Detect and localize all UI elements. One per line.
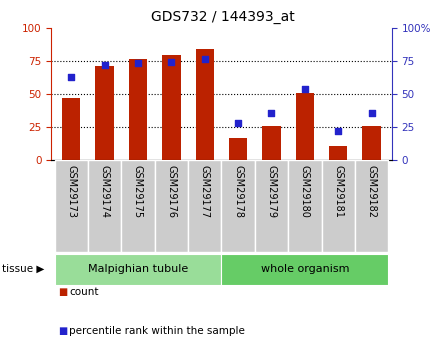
- Point: [335, 128, 342, 134]
- Point: [68, 74, 75, 79]
- Bar: [188, 160, 222, 252]
- Text: ■: ■: [58, 326, 67, 336]
- Text: ■: ■: [58, 287, 67, 296]
- Point: [101, 62, 108, 68]
- Bar: [222, 160, 255, 252]
- Bar: [62, 98, 81, 160]
- Bar: [322, 160, 355, 252]
- Text: GSM29174: GSM29174: [100, 165, 109, 218]
- Bar: [88, 160, 121, 252]
- Bar: [121, 160, 155, 252]
- Point: [268, 110, 275, 115]
- Bar: [55, 254, 222, 285]
- Bar: [262, 126, 281, 160]
- Text: GSM29181: GSM29181: [333, 165, 343, 218]
- Bar: [355, 160, 388, 252]
- Bar: [129, 59, 147, 160]
- Text: GSM29176: GSM29176: [166, 165, 176, 218]
- Bar: [155, 160, 188, 252]
- Point: [368, 110, 375, 115]
- Text: GDS732 / 144393_at: GDS732 / 144393_at: [150, 10, 295, 24]
- Bar: [362, 126, 381, 160]
- Bar: [95, 66, 114, 160]
- Point: [134, 61, 142, 66]
- Text: whole organism: whole organism: [261, 264, 349, 274]
- Text: tissue ▶: tissue ▶: [2, 264, 44, 274]
- Point: [201, 57, 208, 62]
- Text: count: count: [69, 287, 98, 296]
- Text: GSM29182: GSM29182: [367, 165, 376, 218]
- Bar: [295, 93, 314, 160]
- Text: GSM29180: GSM29180: [300, 165, 310, 218]
- Text: GSM29175: GSM29175: [133, 165, 143, 218]
- Point: [168, 59, 175, 65]
- Text: GSM29179: GSM29179: [267, 165, 276, 218]
- Bar: [195, 49, 214, 160]
- Text: Malpighian tubule: Malpighian tubule: [88, 264, 188, 274]
- Point: [235, 120, 242, 126]
- Text: GSM29178: GSM29178: [233, 165, 243, 218]
- Bar: [222, 254, 388, 285]
- Bar: [55, 160, 88, 252]
- Bar: [255, 160, 288, 252]
- Bar: [288, 160, 322, 252]
- Point: [301, 86, 308, 91]
- Bar: [329, 146, 348, 160]
- Bar: [229, 138, 247, 160]
- Text: percentile rank within the sample: percentile rank within the sample: [69, 326, 245, 336]
- Text: GSM29173: GSM29173: [66, 165, 76, 218]
- Text: GSM29177: GSM29177: [200, 165, 210, 218]
- Bar: [162, 56, 181, 160]
